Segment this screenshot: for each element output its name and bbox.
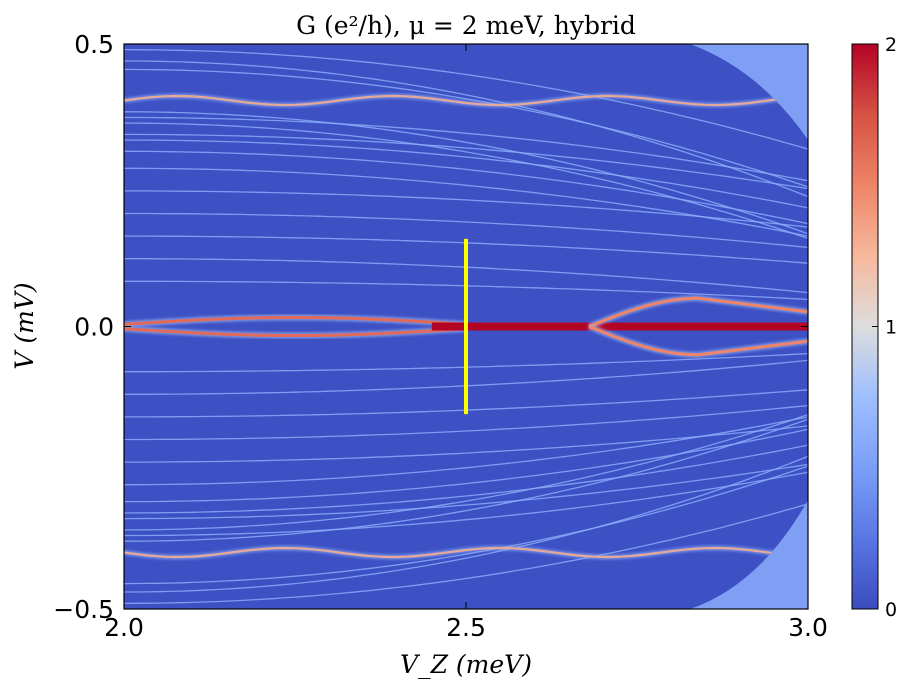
colorbar-tick-label: 2 [885,34,897,56]
x-tick-label: 2.5 [446,613,486,642]
out-of-range-region [690,500,808,609]
gap-edge-lower [124,546,808,559]
faint-line-lower [124,418,808,542]
split-mode-upper [124,316,467,326]
faint-line-upper [124,48,808,150]
faint-line-upper [124,139,808,209]
faint-line-lower [124,413,808,531]
faint-line-upper [124,111,808,235]
faint-line-lower [124,444,808,514]
faint-line-lower [124,455,808,593]
colorbar-tick-label: 0 [885,599,897,621]
colorbar-ticks: 0 1 2 [872,34,897,621]
faint-line-lower [124,471,808,537]
faint-line-upper [124,212,808,249]
plot-area [124,44,808,609]
colorbar-tick-label: 1 [885,317,897,339]
faint-line-upper [124,116,808,182]
y-tick-label: −0.5 [53,595,114,624]
chart-title: G (e²/h), μ = 2 meV, hybrid [296,11,636,40]
heatmap-lines [124,48,808,605]
andreev-arc-lower [588,325,808,357]
split-mode-lower [124,327,467,337]
faint-line-lower [124,404,808,441]
x-axis-label: V_Z (meV) [400,650,532,679]
faint-line-lower [124,428,808,503]
faint-line-lower [124,425,808,463]
faint-line-upper [124,190,808,228]
faint-line-upper [124,68,808,188]
x-axis: 2.0 2.5 3.0 [104,44,828,642]
faint-line-upper [124,133,808,190]
faint-line-lower [124,503,808,605]
x-tick-label: 2.0 [104,613,144,642]
faint-line-upper [124,60,808,198]
x-tick-label: 3.0 [788,613,828,642]
faint-line-lower [124,463,808,520]
colorbar: 0 1 2 [851,34,897,621]
faint-line-upper [124,150,808,225]
gap-edge-upper [124,94,808,107]
out-of-range-region [690,44,808,140]
y-axis: −0.5 0.0 0.5 [53,30,808,624]
faint-line-lower [124,465,808,585]
y-axis-label: V (mV) [10,282,39,369]
y-tick-label: 0.0 [74,313,114,342]
andreev-arc-upper [588,296,808,328]
faint-line-upper [124,122,808,240]
y-tick-label: 0.5 [74,30,114,59]
